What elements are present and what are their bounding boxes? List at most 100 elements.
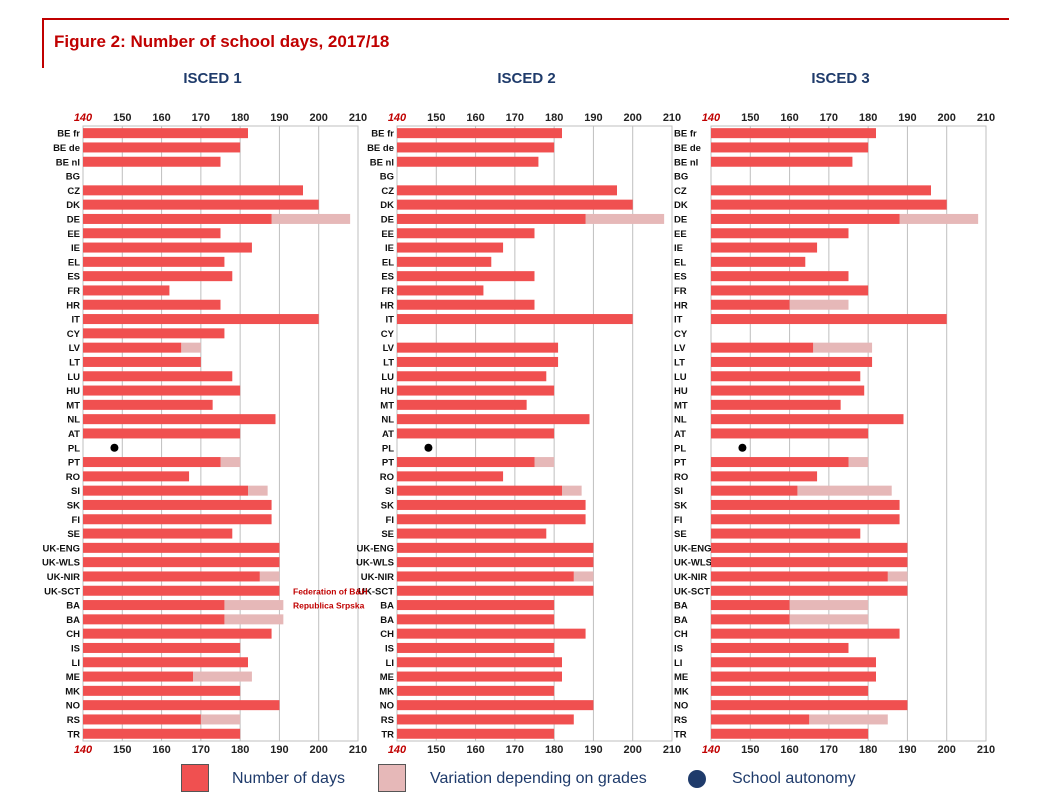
x-tick-label-bottom: 150	[427, 744, 445, 756]
x-tick-label-bottom: 150	[741, 744, 759, 756]
bar-variation	[220, 457, 241, 468]
bar-days	[83, 499, 272, 510]
category-label: PL	[674, 443, 686, 454]
figure-title: Figure 2: Number of school days, 2017/18	[54, 32, 390, 51]
x-tick-label-top: 200	[624, 112, 642, 124]
bar-days	[83, 457, 221, 468]
category-label: LU	[67, 372, 80, 383]
x-tick-label-bottom: 180	[231, 744, 249, 756]
bar-days	[83, 728, 241, 739]
bar-days	[83, 371, 233, 382]
panel-title: ISCED 3	[811, 70, 869, 87]
category-label: BE nl	[674, 157, 698, 168]
bar-days	[397, 371, 547, 382]
bar-days	[83, 199, 319, 210]
bar-variation	[887, 571, 908, 582]
category-label: SK	[67, 500, 80, 511]
category-label: DK	[380, 200, 394, 211]
bar-variation	[224, 600, 284, 611]
category-label: ME	[66, 672, 80, 683]
category-label: CH	[66, 629, 80, 640]
category-label: BE fr	[674, 129, 697, 140]
x-tick-label-top: 180	[231, 112, 249, 124]
x-tick-label-bottom: 160	[152, 744, 170, 756]
category-label: ME	[380, 672, 394, 683]
category-label: MT	[674, 400, 688, 411]
category-label: EL	[674, 257, 686, 268]
bar-days	[711, 671, 876, 682]
category-label: LT	[383, 357, 394, 368]
bar-days	[711, 256, 806, 267]
category-label: NO	[674, 701, 688, 712]
category-label: UK-NIR	[47, 572, 80, 583]
bar-variation	[789, 299, 849, 310]
category-label: CY	[381, 329, 395, 340]
category-label: FI	[386, 515, 394, 526]
category-label: IS	[385, 643, 394, 654]
category-label: IE	[385, 243, 394, 254]
bar-days	[711, 156, 853, 167]
category-label: DK	[66, 200, 80, 211]
bar-variation	[224, 614, 284, 625]
category-label: DE	[67, 214, 80, 225]
category-label: UK-WLS	[674, 558, 712, 569]
category-label: FI	[674, 515, 682, 526]
bar-variation	[534, 457, 555, 468]
category-label: EL	[68, 257, 80, 268]
bar-days	[397, 399, 527, 410]
category-label: SE	[381, 529, 394, 540]
category-label: LT	[69, 357, 80, 368]
x-tick-label-top: 180	[545, 112, 563, 124]
category-label: HR	[66, 300, 80, 311]
figure-frame-top	[42, 18, 1009, 20]
bar-days	[711, 185, 931, 196]
bar-variation	[789, 600, 869, 611]
category-label: DK	[674, 200, 688, 211]
category-label: UK-NIR	[674, 572, 707, 583]
category-label: IT	[674, 315, 683, 326]
bar-variation	[181, 342, 201, 353]
bar-annotation: Republica Srpska	[293, 601, 365, 611]
bar-days	[397, 199, 633, 210]
bar-days	[397, 542, 594, 553]
category-label: BE fr	[371, 129, 394, 140]
bar-days	[711, 457, 849, 468]
x-tick-label-bottom: 210	[977, 744, 995, 756]
x-tick-label-bottom: 140	[388, 744, 407, 756]
category-label: RO	[66, 472, 80, 483]
bar-days	[83, 657, 248, 668]
bar-variation	[248, 485, 268, 496]
category-label: BE nl	[56, 157, 80, 168]
bar-days	[397, 271, 535, 282]
category-label: TR	[67, 729, 80, 740]
bar-days	[711, 414, 904, 425]
category-label: BA	[66, 601, 80, 612]
bar-days	[83, 356, 201, 367]
bar-days	[83, 685, 241, 696]
category-label: LI	[674, 658, 682, 669]
bar-days	[397, 314, 633, 325]
bar-days	[711, 385, 865, 396]
category-label: IS	[674, 643, 683, 654]
bar-days	[711, 371, 861, 382]
bar-variation	[200, 714, 241, 725]
x-tick-label-top: 170	[192, 112, 210, 124]
x-tick-label-bottom: 140	[702, 744, 721, 756]
category-label: ES	[674, 272, 687, 283]
category-label: UK-NIR	[361, 572, 394, 583]
category-label: CZ	[67, 186, 80, 197]
bar-days	[83, 285, 170, 296]
bar-days	[397, 728, 555, 739]
bar-days	[83, 528, 233, 539]
x-tick-label-bottom: 180	[545, 744, 563, 756]
bar-days	[83, 514, 272, 525]
bar-days	[711, 657, 876, 668]
bar-days	[711, 714, 810, 725]
bar-variation	[585, 213, 665, 224]
bar-days	[711, 271, 849, 282]
bar-days	[83, 714, 201, 725]
bar-days	[83, 399, 213, 410]
bar-days	[397, 342, 559, 353]
bar-days	[397, 285, 484, 296]
